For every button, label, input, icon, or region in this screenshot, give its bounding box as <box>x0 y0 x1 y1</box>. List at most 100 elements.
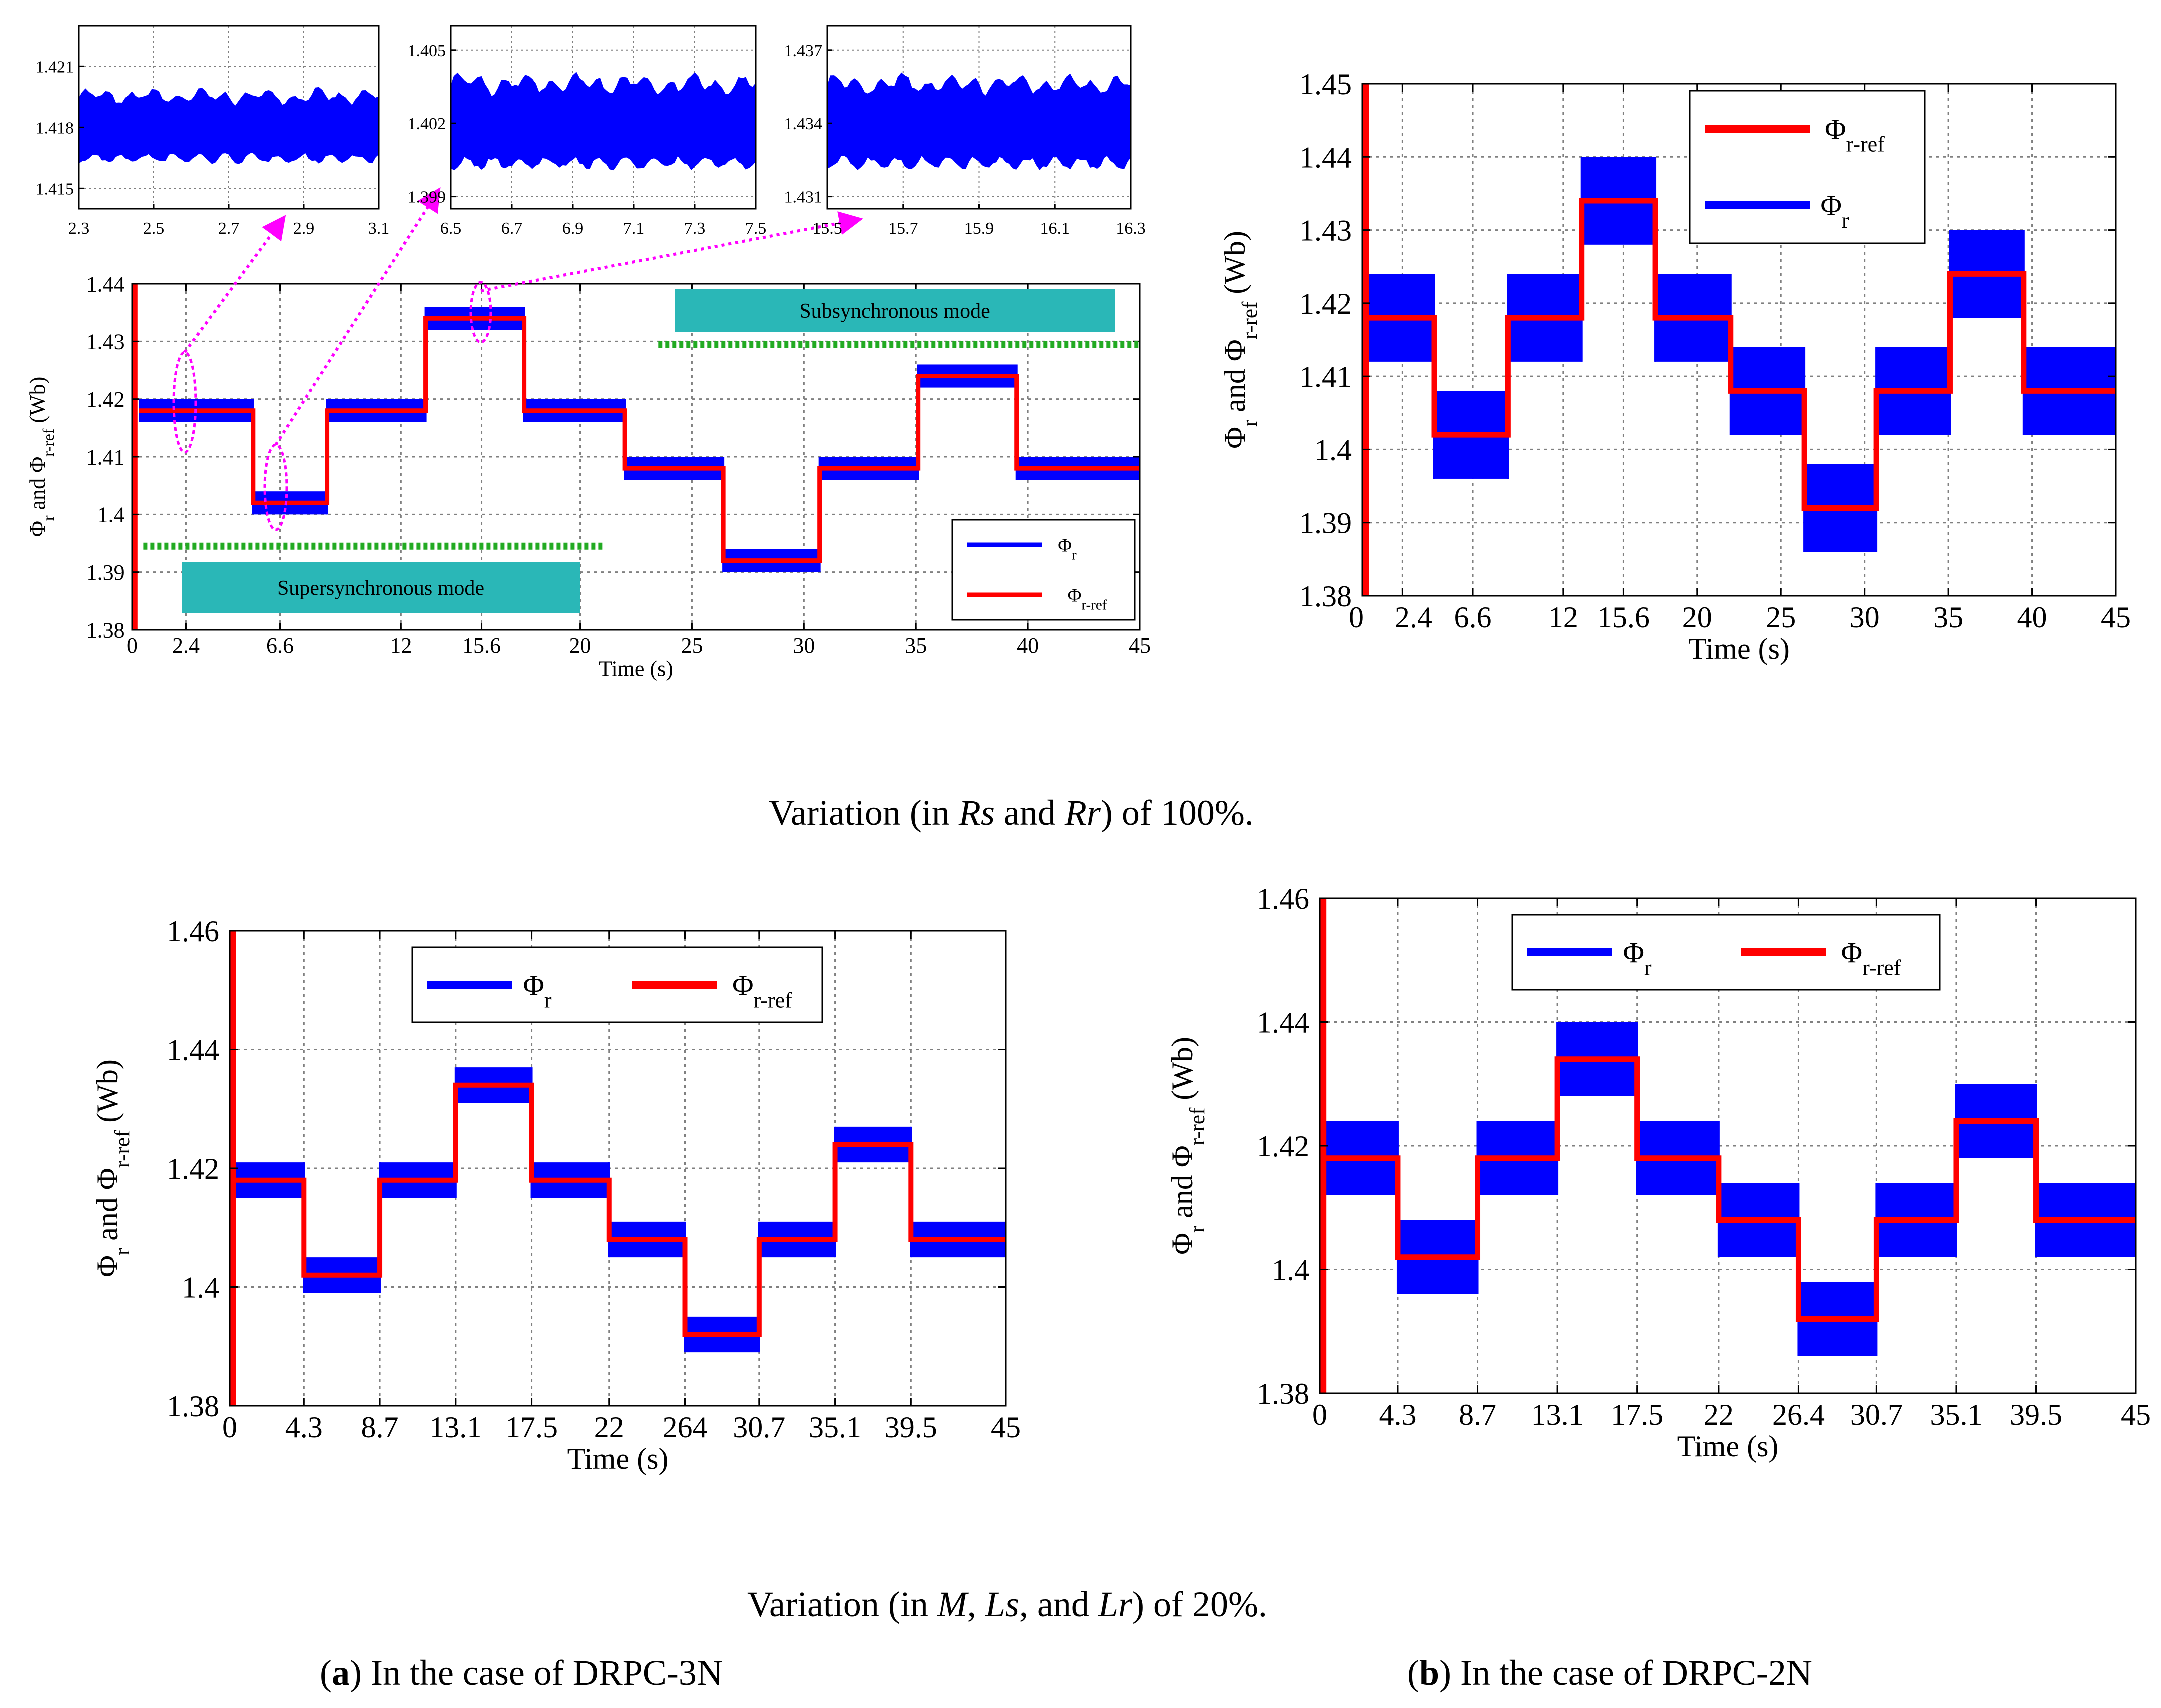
x-tick-label: 2.4 <box>1395 601 1432 634</box>
ref-line <box>235 1082 1006 1337</box>
x-tick-label: 40 <box>1017 633 1039 658</box>
y-tick-label: 1.41 <box>86 445 125 469</box>
x-tick-label: 45 <box>2101 601 2131 634</box>
ref-line <box>1367 198 2116 511</box>
y-tick-label: 1.402 <box>408 115 446 133</box>
axes-frame <box>450 25 757 210</box>
legend-label: Φr-ref <box>1068 585 1107 613</box>
legend-label: Φr <box>523 969 551 1012</box>
zoom-ellipse-3 <box>469 281 492 344</box>
x-tick-label: 8.7 <box>361 1411 399 1444</box>
x-tick-label: 2.9 <box>293 219 315 238</box>
caption-case-b: (b) In the case of DRPC-2N <box>1407 1653 1812 1693</box>
x-tick-label: 13.1 <box>429 1411 482 1444</box>
x-tick-label: 17.5 <box>1611 1398 1663 1431</box>
x-tick-label: 12 <box>1548 601 1578 634</box>
y-tick-label: 1.434 <box>784 115 823 133</box>
x-tick-label: 6.5 <box>440 219 462 238</box>
legend-label: Φr-ref <box>1825 113 1885 157</box>
chart-b_top: 0 2.4 6.6 12 15.6 20 25 30 35 40 45 1.38 1.39 1.4 1.41… <box>1218 68 2131 665</box>
x-axis-label: Time (s) <box>1688 632 1790 665</box>
x-tick-label: 30.7 <box>733 1411 785 1444</box>
x-tick-label: 3.1 <box>368 219 390 238</box>
x-tick-label: 15.7 <box>888 219 918 238</box>
x-tick-label: 17.5 <box>505 1411 558 1444</box>
x-tick-label: 0 <box>1349 601 1364 634</box>
x-tick-label: 13.1 <box>1531 1398 1584 1431</box>
y-tick-label: 1.431 <box>784 188 823 207</box>
x-tick-label: 35.1 <box>1930 1398 1982 1431</box>
legend-label: Φr <box>1820 189 1849 233</box>
y-tick-label: 1.42 <box>1299 287 1352 320</box>
y-axis-label: Φr and Φr-ref (Wb) <box>91 1059 134 1277</box>
zoom-ellipse-2 <box>263 443 288 531</box>
legend-a-top: Φr Φr-ref <box>951 519 1136 621</box>
y-tick-label: 1.415 <box>36 180 74 198</box>
x-tick-label: 8.7 <box>1459 1398 1496 1431</box>
legend-frame <box>1689 90 1926 244</box>
caption-case-a: (a) In the case of DRPC-3N <box>320 1653 723 1693</box>
y-tick-label: 1.38 <box>86 618 125 642</box>
legend-b-top: Φr-ref Φr <box>1689 90 1926 244</box>
y-tick-label: 1.399 <box>408 188 446 207</box>
y-tick-label: 1.39 <box>86 560 125 585</box>
x-tick-label: 6.6 <box>266 633 294 658</box>
x-tick-label: 22 <box>594 1411 624 1444</box>
x-axis-label: Time (s) <box>1677 1430 1779 1463</box>
chart-b_bot: 0 4.3 8.7 13.1 17.5 22 26.4 30.7 35.1 39.5 45 1.38 1… <box>1166 882 2151 1463</box>
caption-variation-m: Variation (in M, Ls, and Lr) of 20%. <box>747 1584 1267 1624</box>
y-tick-label: 1.4 <box>1272 1254 1309 1287</box>
y-tick-label: 1.44 <box>167 1034 219 1067</box>
legend-frame <box>951 519 1136 621</box>
zoom-arrow-2 <box>274 187 441 446</box>
x-tick-label: 2.3 <box>68 219 90 238</box>
x-axis-label: Time (s) <box>567 1442 669 1475</box>
x-tick-label: 15.9 <box>964 219 994 238</box>
y-tick-label: 1.43 <box>86 330 125 354</box>
zoom-arrow-3 <box>480 211 863 292</box>
x-tick-label: 2.7 <box>218 219 240 238</box>
y-tick-label: 1.42 <box>167 1152 219 1185</box>
x-tick-label: 30 <box>1850 601 1880 634</box>
supersync-banner <box>182 562 580 613</box>
x-tick-label: 35.1 <box>809 1411 861 1444</box>
legend-b-bot: Φr Φr-ref <box>1511 914 1941 991</box>
x-tick-label: 20 <box>569 633 591 658</box>
x-tick-label: 6.9 <box>562 219 584 238</box>
y-tick-label: 1.45 <box>1299 68 1352 101</box>
x-axis-label: Time (s) <box>599 656 673 681</box>
x-tick-label: 20 <box>1682 601 1712 634</box>
x-tick-label: 6.6 <box>1454 601 1492 634</box>
legend-label: Φr <box>1058 535 1077 563</box>
x-tick-label: 0 <box>222 1411 237 1444</box>
x-tick-label: 12 <box>390 633 412 658</box>
y-tick-label: 1.4 <box>1314 433 1352 466</box>
x-tick-label: 25 <box>681 633 703 658</box>
x-tick-label: 26.4 <box>1772 1398 1825 1431</box>
y-tick-label: 1.43 <box>1299 214 1352 247</box>
x-tick-label: 4.3 <box>285 1411 323 1444</box>
chart-a_top: 0 2.4 6.6 12 15.6 20 25 30 35 40 45 1.38 1.39 1.4 1.41… <box>25 187 1151 681</box>
x-tick-label: 45 <box>2121 1398 2151 1431</box>
x-tick-label: 6.7 <box>501 219 523 238</box>
x-tick-label: 15.5 <box>812 219 842 238</box>
x-tick-label: 45 <box>1129 633 1151 658</box>
x-tick-label: 39.5 <box>2010 1398 2062 1431</box>
x-tick-label: 264 <box>663 1411 708 1444</box>
x-tick-label: 7.1 <box>623 219 645 238</box>
x-tick-label: 7.3 <box>684 219 706 238</box>
x-tick-label: 7.5 <box>745 219 767 238</box>
legend-a-bot: Φr Φr-ref <box>411 946 823 1023</box>
x-tick-label: 35 <box>905 633 927 658</box>
x-tick-label: 2.5 <box>143 219 165 238</box>
y-axis-label: Φr and Φr-ref (Wb) <box>1218 231 1262 449</box>
y-tick-label: 1.418 <box>36 119 74 137</box>
x-tick-label: 22 <box>1704 1398 1734 1431</box>
y-axis-label: Φr and Φr-ref (Wb) <box>25 377 57 537</box>
subsync-banner <box>675 289 1115 332</box>
x-tick-label: 16.1 <box>1040 219 1070 238</box>
x-tick-label: 39.5 <box>885 1411 937 1444</box>
x-tick-label: 15.6 <box>462 633 501 658</box>
x-tick-label: 2.4 <box>172 633 200 658</box>
